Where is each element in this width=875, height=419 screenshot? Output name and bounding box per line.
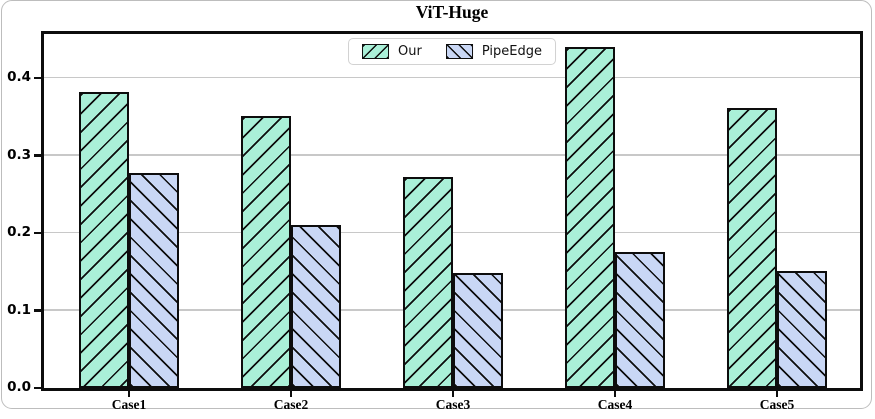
bar-our-case4 xyxy=(565,47,615,388)
legend-swatch-pipeedge xyxy=(445,44,473,59)
bar-pipeedge-case2 xyxy=(291,225,341,388)
x-tick-label-case2: Case2 xyxy=(273,397,309,412)
y-tick-label-0.0: 0.0 xyxy=(7,379,31,395)
y-tick-label-0.1: 0.1 xyxy=(7,301,31,318)
x-tick-mark xyxy=(127,391,131,397)
x-tick-mark xyxy=(613,391,617,397)
x-tick-label-case3: Case3 xyxy=(435,397,471,412)
x-axis: Case1 Case2 Case3 Case4 Case5 xyxy=(44,391,860,415)
gridline-0.4 xyxy=(44,76,860,79)
x-tick-label-case1: Case1 xyxy=(111,397,147,412)
x-tick-label-case5: Case5 xyxy=(759,397,795,412)
x-tick-mark xyxy=(451,391,455,397)
y-tick-mark xyxy=(34,309,41,312)
bar-our-case5 xyxy=(727,107,777,388)
x-tick-mark xyxy=(289,391,293,397)
bar-pipeedge-case5 xyxy=(777,271,827,388)
y-tick-label-0.4: 0.4 xyxy=(7,69,31,86)
legend-swatch-our xyxy=(362,44,390,59)
plot-area: Our PipeEdge xyxy=(41,31,863,391)
chart-title: ViT-Huge xyxy=(415,2,489,22)
bar-our-case1 xyxy=(79,92,129,388)
legend-entry-our: Our xyxy=(362,44,422,59)
x-tick-label-case4: Case4 xyxy=(597,397,633,412)
y-tick-label-0.2: 0.2 xyxy=(7,224,31,241)
bar-pipeedge-case1 xyxy=(129,172,179,388)
legend-label-pipeedge: PipeEdge xyxy=(481,44,542,59)
y-tick-label-0.3: 0.3 xyxy=(7,146,31,163)
y-axis: 0.0 0.1 0.2 0.3 0.4 xyxy=(0,34,41,394)
legend: Our PipeEdge xyxy=(348,38,556,65)
y-tick-mark xyxy=(34,76,41,80)
bar-our-case3 xyxy=(403,176,453,388)
bar-our-case2 xyxy=(241,116,291,388)
legend-entry-pipeedge: PipeEdge xyxy=(445,44,542,59)
gridline-0.3 xyxy=(44,154,860,156)
bar-pipeedge-case4 xyxy=(615,252,665,388)
y-tick-mark xyxy=(34,386,41,390)
x-tick-mark xyxy=(775,391,779,397)
bar-pipeedge-case3 xyxy=(453,273,503,388)
legend-label-our: Our xyxy=(398,44,422,59)
y-tick-mark xyxy=(34,154,41,157)
y-tick-mark xyxy=(34,231,41,235)
